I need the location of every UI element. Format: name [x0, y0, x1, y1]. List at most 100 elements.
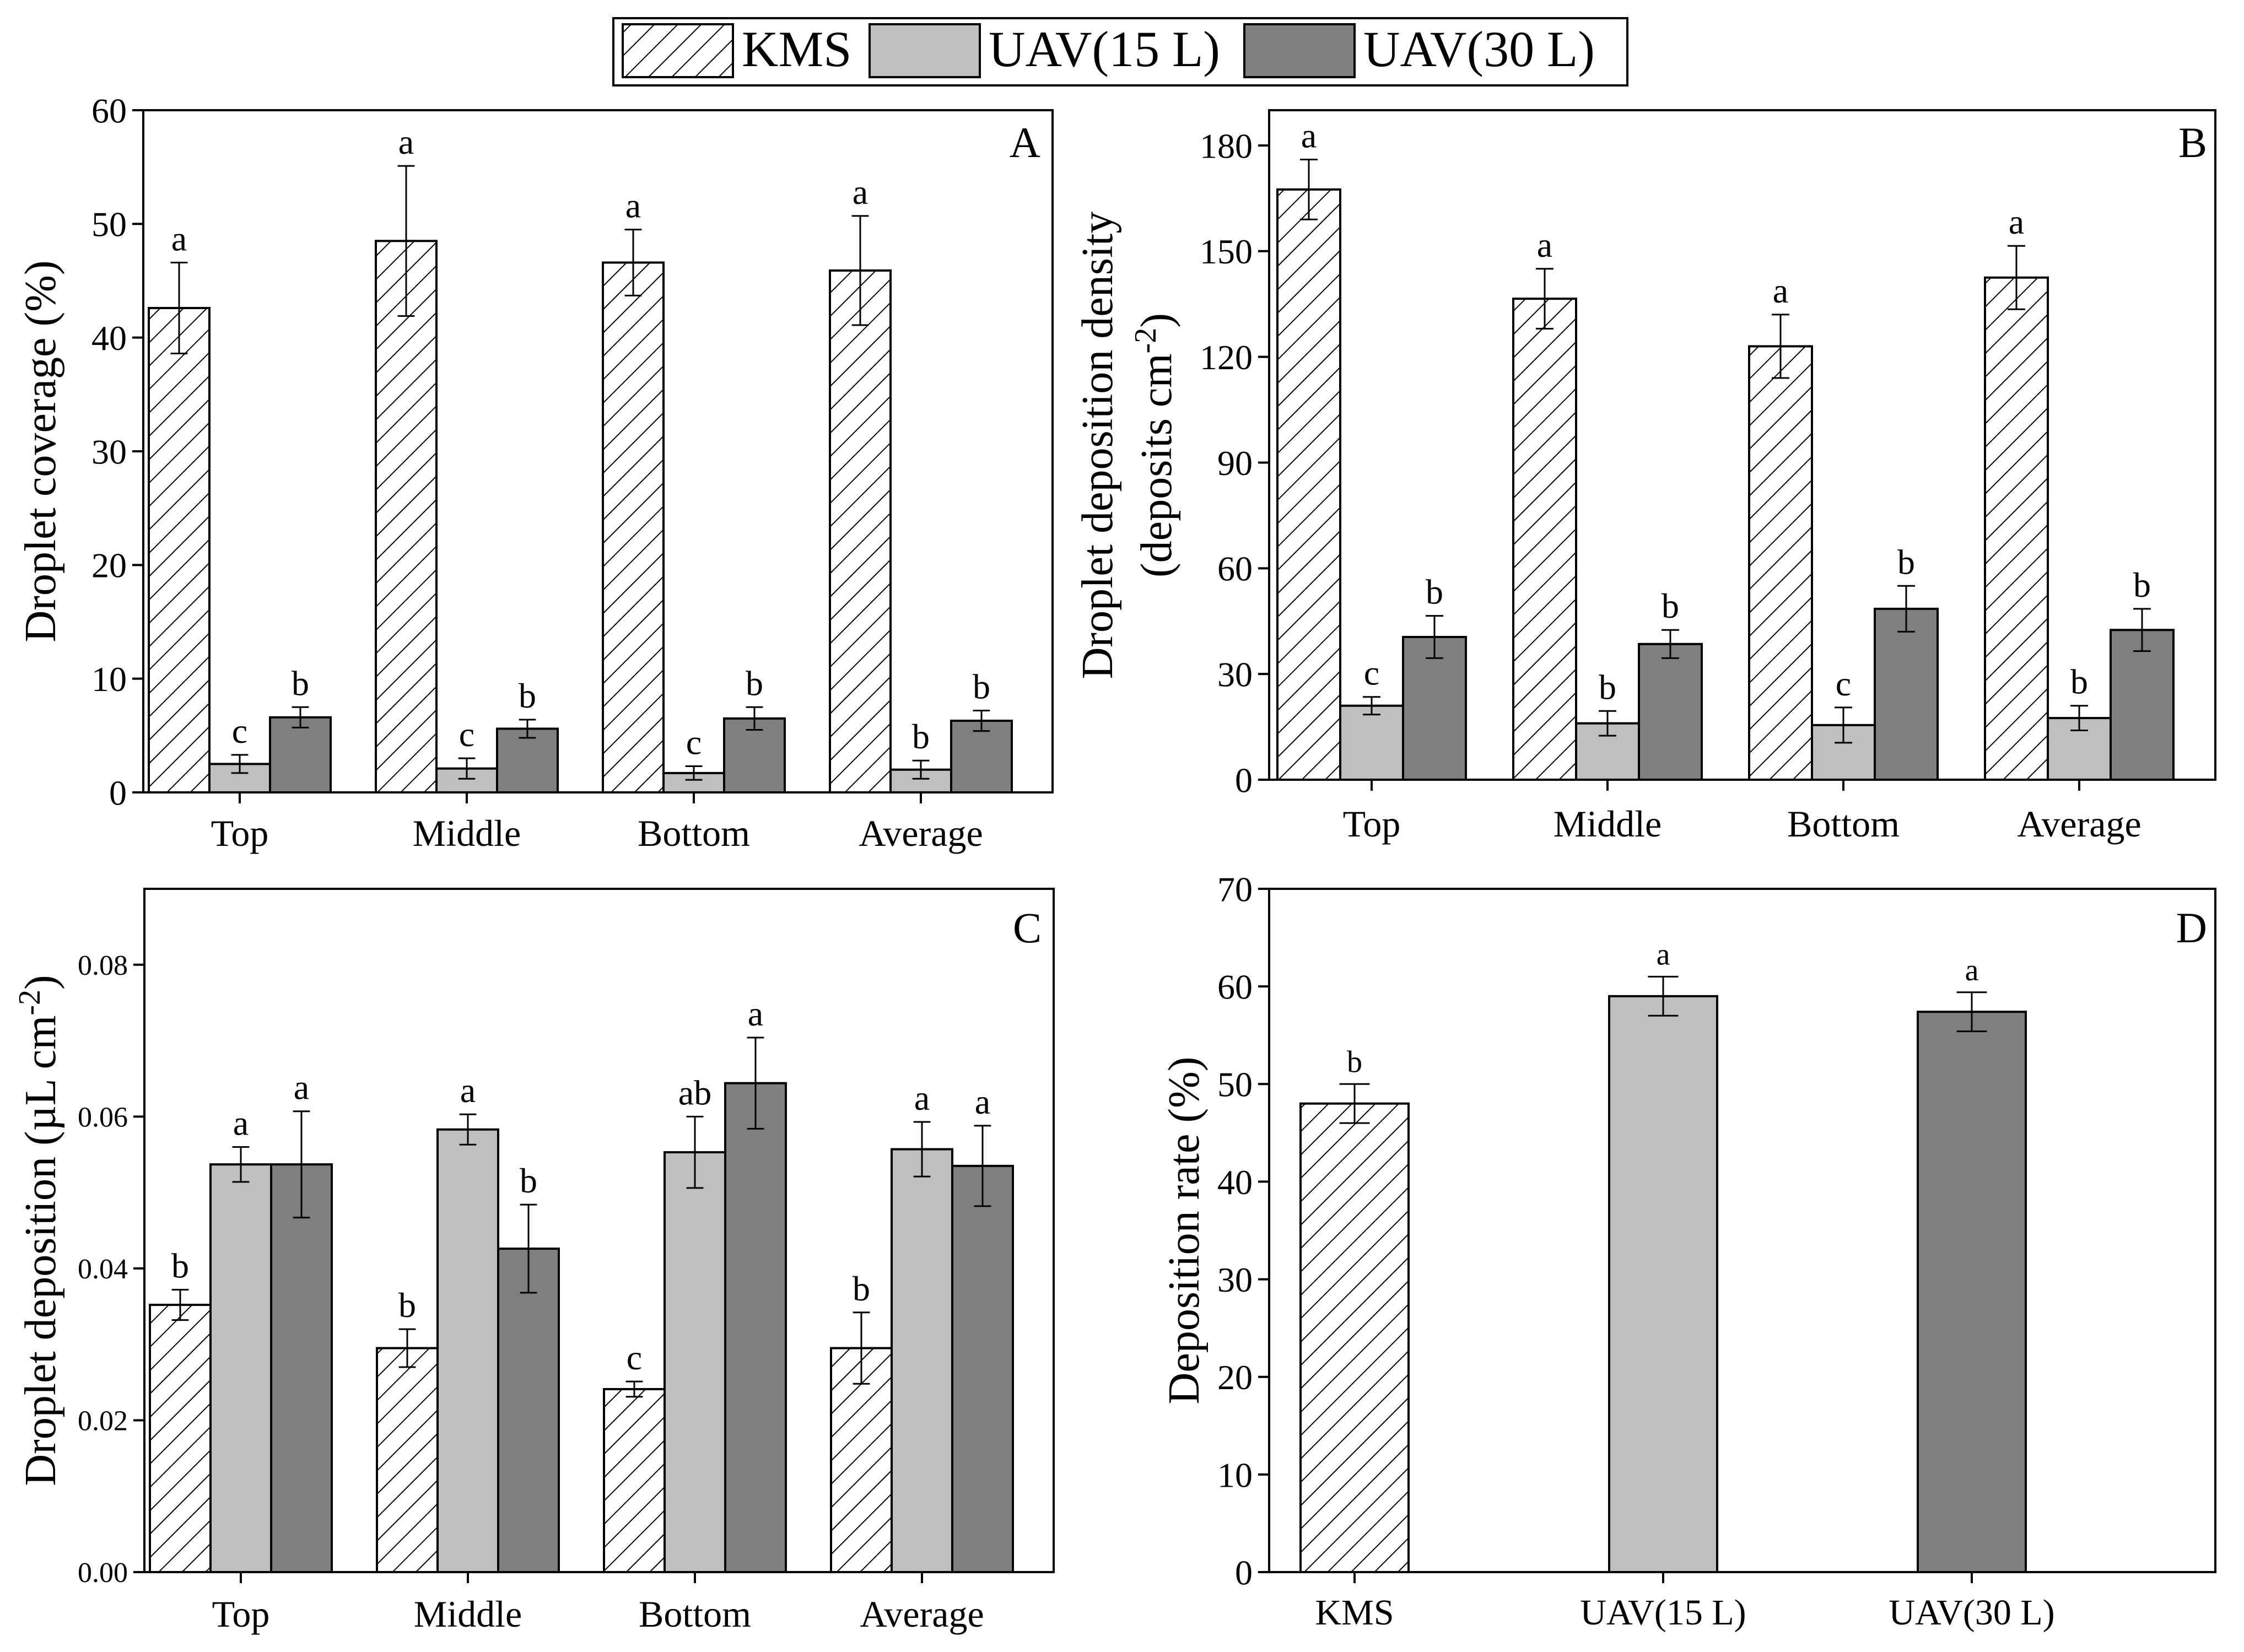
panel-a-significance-letter: b	[973, 667, 990, 706]
panel-a-ytick-label: 30	[91, 432, 127, 471]
panel-c-bar-kms	[603, 1388, 666, 1573]
panel-b-significance-letter: b	[1897, 542, 1915, 581]
panel-d-ytick-label: 70	[1217, 870, 1253, 909]
panel-c-category-middle: Middle	[414, 1593, 522, 1635]
panel-c-significance-letter: c	[627, 1338, 642, 1377]
legend-swatch-uav15	[869, 23, 981, 78]
panel-d-letter: D	[2176, 904, 2207, 952]
legend-frame	[612, 17, 1628, 87]
panel-a: 0 10 20 30 40 50 60 Top a c b Middle a c b Bottom a c b Ave…	[17, 91, 1054, 854]
panel-a-significance-letter: c	[232, 711, 247, 751]
panel-d-bar-kms	[1299, 1102, 1410, 1573]
panel-c-bar-uav-30-l	[270, 1163, 333, 1573]
panel-a-bar-kms	[148, 307, 211, 793]
panel-c-bar-uav-15-l	[664, 1151, 726, 1573]
panel-c-significance-letter: a	[233, 1103, 249, 1142]
panel-c-ylabel-main: Droplet deposition (µL cm	[17, 1016, 65, 1486]
panel-b-significance-letter: a	[2009, 202, 2024, 241]
panel-a-significance-letter: c	[459, 715, 474, 754]
panel-c-ytick-label: 0.04	[78, 1254, 128, 1285]
panel-d-ytick-label: 40	[1217, 1163, 1253, 1202]
panel-c-significance-letter: a	[294, 1068, 309, 1107]
legend-label-uav30: UAV(30 L)	[1363, 21, 1595, 77]
panel-a-category-middle: Middle	[413, 812, 521, 854]
panel-c-plot: 0.000.020.040.060.08TopbaaMiddlebabBotto…	[78, 950, 1014, 1635]
panel-b-significance-letter: c	[1364, 654, 1379, 693]
panel-a-ytick-label: 60	[91, 91, 127, 130]
panel-b-ytick-label: 60	[1217, 549, 1253, 589]
panel-a-significance-letter: b	[519, 676, 536, 715]
panel-c-significance-letter: b	[398, 1286, 416, 1325]
panel-b-ylabel-line1: Droplet deposition density	[1074, 212, 1122, 679]
panel-b-significance-letter: a	[1537, 225, 1552, 264]
panel-c-ytick-label: 0.02	[78, 1406, 128, 1437]
panel-d-significance-letter: b	[1347, 1045, 1362, 1079]
panel-d-plot: 0 10 20 30 40 50 60 70 KMS b UAV(15 L) a UAV(30 L) a	[1217, 870, 2055, 1633]
panel-b-bar-uav-30-l	[1874, 607, 1939, 781]
panel-b-significance-letter: a	[1301, 116, 1317, 155]
panel-a-frame	[142, 109, 1054, 793]
panel-b-ylabel-line2-main: (deposits cm	[1132, 353, 1181, 577]
panel-b-bar-uav-30-l	[1638, 643, 1703, 781]
panel-b-bar-uav-15-l	[1339, 704, 1404, 781]
panel-a-category-top: Top	[211, 812, 269, 854]
panel-d-bar-uav-30-l	[1917, 1011, 2027, 1573]
panel-a-bar-uav-30-l	[950, 720, 1013, 794]
panel-a-category-average: Average	[859, 812, 983, 854]
panel-b-ytick-label: 90	[1217, 444, 1253, 483]
panel-d-ytick-label: 20	[1217, 1358, 1253, 1397]
panel-b-bar-kms	[1512, 298, 1577, 781]
panel-a-significance-letter: b	[746, 663, 763, 703]
panel-b-ytick-label: 0	[1235, 760, 1253, 800]
panel-c-letter: C	[1013, 904, 1042, 952]
panel-d-bar-uav-15-l	[1608, 995, 1718, 1573]
panel-d-category-uav-15-l: UAV(15 L)	[1580, 1592, 1746, 1633]
panel-a-significance-letter: a	[171, 219, 187, 258]
panel-a-ytick-label: 10	[91, 660, 127, 699]
legend-swatch-kms	[622, 23, 734, 78]
panel-a-plot: 0 10 20 30 40 50 60 Top a c b Middle a c b Bottom a c b Ave…	[91, 91, 1013, 854]
panel-c-significance-letter: a	[975, 1082, 990, 1121]
panel-d-frame	[1268, 888, 2216, 1573]
panel-b-ytick-label: 30	[1217, 655, 1253, 694]
panel-b-significance-letter: b	[2133, 565, 2151, 604]
panel-c-bar-uav-15-l	[891, 1148, 953, 1574]
panel-b-category-bottom: Bottom	[1787, 803, 1900, 845]
panel-a-significance-letter: c	[686, 723, 702, 762]
panel-c-bar-kms	[830, 1347, 893, 1574]
panel-a-bar-kms	[602, 261, 665, 793]
panel-c-significance-letter: ab	[678, 1073, 711, 1112]
panel-b-ytick-label: 150	[1200, 232, 1253, 271]
panel-b-significance-letter: c	[1836, 664, 1851, 703]
panel-d-significance-letter: a	[1657, 937, 1670, 971]
panel-c-bar-uav-15-l	[436, 1128, 499, 1574]
legend-label-uav15: UAV(15 L)	[989, 21, 1220, 77]
panel-c-bar-kms	[149, 1304, 212, 1573]
panel-c: 0.000.020.040.060.08TopbaaMiddlebabBotto…	[13, 888, 1055, 1635]
panel-c-ylabel-sup: -2	[13, 990, 47, 1016]
panel-a-ytick-label: 20	[91, 546, 127, 585]
panel-b-letter: B	[2178, 118, 2207, 166]
panel-a-ylabel: Droplet coverage (%)	[17, 261, 65, 643]
panel-a-bar-uav-30-l	[269, 716, 332, 793]
panel-c-bar-uav-15-l	[209, 1163, 272, 1573]
panel-b-ytick-label: 120	[1200, 338, 1253, 377]
panel-c-significance-letter: b	[520, 1161, 537, 1200]
panel-c-significance-letter: a	[460, 1071, 476, 1110]
panel-b-ylabel-line2-end: )	[1132, 313, 1181, 328]
panel-a-significance-letter: a	[398, 122, 414, 161]
panel-b-significance-letter: b	[1662, 586, 1679, 625]
panel-b-significance-letter: b	[1599, 667, 1616, 706]
panel-d-ytick-label: 0	[1235, 1553, 1253, 1592]
panel-b-ylabel-line2-sup: -2	[1129, 328, 1163, 354]
panel-b-significance-letter: a	[1773, 271, 1788, 310]
panel-a-bar-kms	[829, 269, 892, 793]
panel-a-ytick-label: 0	[109, 773, 127, 812]
legend-label-kms: KMS	[742, 21, 851, 77]
panel-d-ytick-label: 30	[1217, 1260, 1253, 1299]
panel-b-category-top: Top	[1343, 803, 1401, 845]
panel-c-bar-uav-30-l	[951, 1164, 1014, 1573]
panel-b-bar-kms	[1984, 276, 2049, 781]
